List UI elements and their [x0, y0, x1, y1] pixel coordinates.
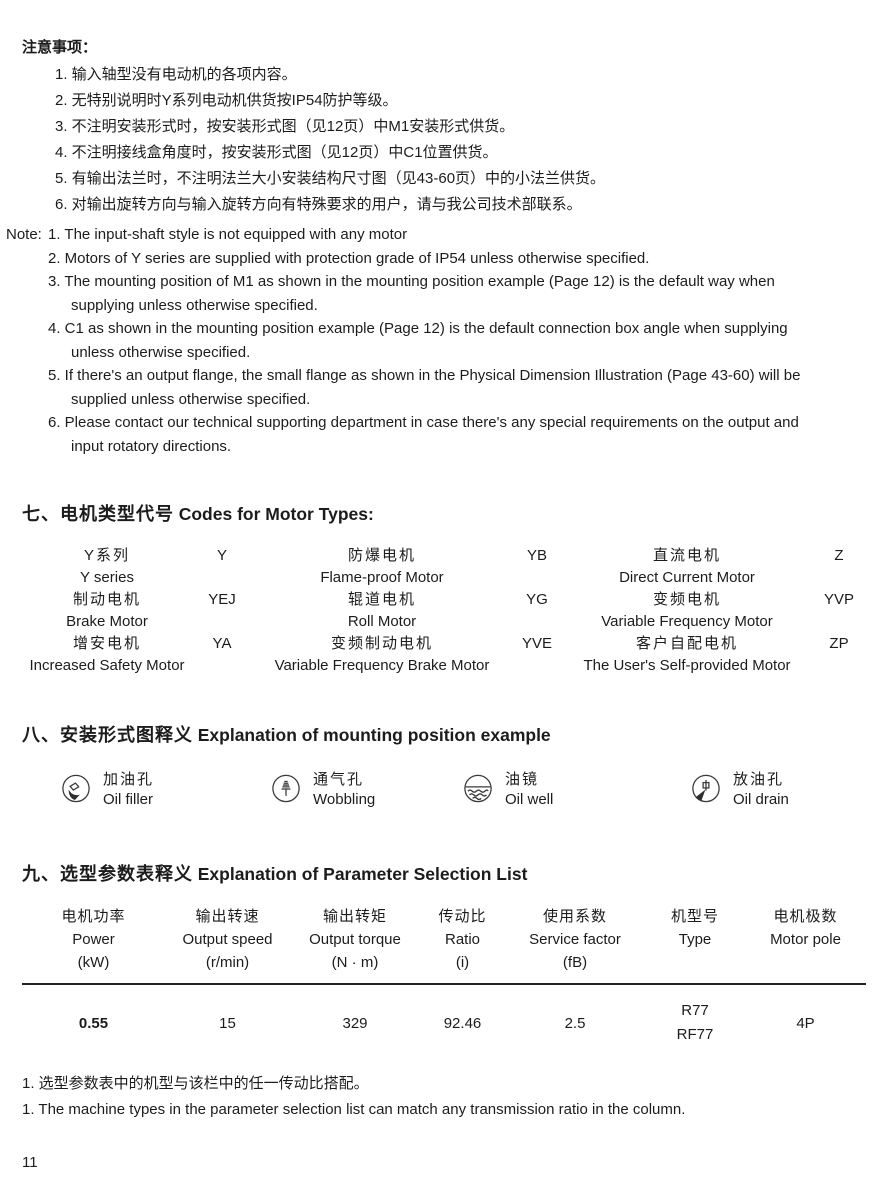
column-header-output-speed: 输出转速 Output speed (r/min)	[182, 908, 273, 971]
note-cn-6: 6. 对输出旋转方向与输入旋转方向有特殊要求的用户，请与我公司技术部联系。	[55, 196, 582, 213]
legend-item-oil-drain: 放油孔 Oil drain	[690, 770, 888, 810]
note-en-4: 4. C1 as shown in the mounting position …	[48, 320, 788, 361]
legend-label-en: Oil drain	[733, 791, 789, 808]
section-heading-mounting: 八、安装形式图释义 Explanation of mounting positi…	[22, 723, 866, 748]
cell-type: R77 RF77	[676, 1002, 714, 1043]
motor-type-name: 防爆电机 Flame-proof Motor	[320, 547, 444, 586]
motor-type-name: 增安电机 Increased Safety Motor	[29, 635, 185, 674]
note-label: Note:	[6, 226, 42, 243]
heading-en: Explanation of Parameter Selection List	[197, 864, 528, 884]
heading-cn: 七、电机类型代号	[22, 504, 174, 524]
notes-english: Note: 1. The input-shaft style is not eq…	[6, 223, 834, 458]
motor-type-code: YVP	[823, 591, 854, 608]
parameter-table: 电机功率 Power (kW) 输出转速 Output speed (r/min…	[22, 905, 866, 1057]
motor-type-name: 直流电机 Direct Current Motor	[619, 547, 755, 586]
footnote-en: 1. The machine types in the parameter se…	[22, 1101, 686, 1118]
footnotes: 1. 选型参数表中的机型与该栏中的任一传动比搭配。 1. The machine…	[22, 1071, 888, 1123]
note-en-2: 2. Motors of Y series are supplied with …	[48, 249, 650, 267]
notes-title: 注意事项：	[22, 39, 98, 56]
column-header-power: 电机功率 Power (kW)	[61, 908, 126, 971]
motor-type-code: Z	[834, 547, 844, 564]
motor-codes-table: Y系列 Y series Y 防爆电机 Flame-proof Motor YB…	[22, 545, 866, 677]
note-cn-3: 3. 不注明安装形式时，按安装形式图（见12页）中M1安装形式供货。	[55, 118, 515, 135]
motor-type-code: YEJ	[208, 591, 236, 608]
cell-power: 0.55	[78, 1014, 109, 1032]
wobbling-icon	[272, 774, 300, 803]
column-header-type: 机型号 Type	[670, 908, 719, 948]
motor-type-name: 变频电机 Variable Frequency Motor	[601, 591, 773, 630]
note-en-3: 3. The mounting position of M1 as shown …	[48, 273, 775, 314]
legend-label-cn: 通气孔	[313, 771, 365, 788]
column-header-ratio: 传动比 Ratio (i)	[438, 908, 487, 971]
motor-type-name: 变频制动电机 Variable Frequency Brake Motor	[274, 635, 490, 674]
note-en-1: 1. The input-shaft style is not equipped…	[48, 226, 408, 243]
legend-label-en: Oil filler	[103, 791, 154, 808]
motor-type-code: YA	[212, 635, 232, 652]
note-cn-5: 5. 有输出法兰时，不注明法兰大小安装结构尺寸图（见43-60页）中的小法兰供货…	[55, 170, 606, 187]
column-header-motor-pole: 电机极数 Motor pole	[770, 908, 841, 948]
legend-label-cn: 油镜	[505, 771, 540, 788]
column-header-service-factor: 使用系数 Service factor (fB)	[529, 908, 621, 971]
heading-en: Explanation of mounting position example	[197, 725, 551, 745]
motor-type-code: YG	[526, 591, 548, 608]
note-en-5: 5. If there's an output flange, the smal…	[48, 367, 801, 408]
mounting-legend: 加油孔 Oil filler 通气孔 Wobbling	[60, 770, 888, 810]
legend-item-oil-filler: 加油孔 Oil filler	[60, 770, 270, 810]
motor-type-code: Y	[216, 547, 227, 564]
heading-cn: 八、安装形式图释义	[22, 725, 193, 745]
motor-type-name: 制动电机 Brake Motor	[66, 591, 148, 630]
note-en-6: 6. Please contact our technical supporti…	[48, 414, 799, 455]
parameter-table-header: 电机功率 Power (kW) 输出转速 Output speed (r/min…	[22, 905, 866, 985]
motor-type-name: Y系列 Y series	[80, 547, 134, 586]
motor-type-name: 辊道电机 Roll Motor	[347, 591, 417, 630]
motor-type-code: ZP	[829, 635, 849, 652]
motor-type-code: YVE	[521, 635, 552, 652]
cell-output-speed: 15	[219, 1014, 236, 1032]
legend-item-oil-well: 油镜 Oil well	[462, 770, 690, 810]
heading-en: Codes for Motor Types:	[178, 504, 374, 524]
cell-ratio: 92.46	[443, 1014, 482, 1032]
cell-output-torque: 329	[342, 1014, 368, 1032]
cell-service-factor: 2.5	[564, 1014, 586, 1032]
section-heading-parameters: 九、选型参数表释义 Explanation of Parameter Selec…	[22, 862, 866, 887]
note-cn-2: 2. 无特别说明时Y系列电动机供货按IP54防护等级。	[55, 92, 398, 109]
notes-chinese: 注意事项： 1. 输入轴型没有电动机的各项内容。 2. 无特别说明时Y系列电动机…	[0, 0, 888, 218]
motor-type-code: YB	[526, 547, 547, 564]
footnote-cn: 1. 选型参数表中的机型与该栏中的任一传动比搭配。	[22, 1075, 369, 1092]
note-cn-4: 4. 不注明接线盒角度时，按安装形式图（见12页）中C1位置供货。	[55, 144, 498, 161]
oil-filler-icon	[62, 774, 90, 803]
legend-label-cn: 加油孔	[103, 771, 155, 788]
oil-drain-icon	[692, 774, 720, 803]
column-header-output-torque: 输出转矩 Output torque (N · m)	[309, 908, 401, 971]
legend-label-en: Wobbling	[313, 791, 376, 808]
legend-label-en: Oil well	[505, 791, 554, 808]
heading-cn: 九、选型参数表释义	[22, 864, 193, 884]
cell-motor-pole: 4P	[796, 1014, 815, 1032]
page-number: 11	[22, 1154, 38, 1171]
legend-label-cn: 放油孔	[733, 771, 785, 788]
table-row: 0.55 15 329 92.46 2.5 R77 RF77 4P	[22, 985, 866, 1057]
note-cn-1: 1. 输入轴型没有电动机的各项内容。	[55, 66, 297, 83]
section-heading-motor-codes: 七、电机类型代号 Codes for Motor Types:	[22, 502, 866, 527]
motor-type-name: 客户自配电机 The User's Self-provided Motor	[583, 635, 791, 674]
legend-item-wobbling: 通气孔 Wobbling	[270, 770, 462, 810]
oil-well-icon	[464, 774, 492, 803]
